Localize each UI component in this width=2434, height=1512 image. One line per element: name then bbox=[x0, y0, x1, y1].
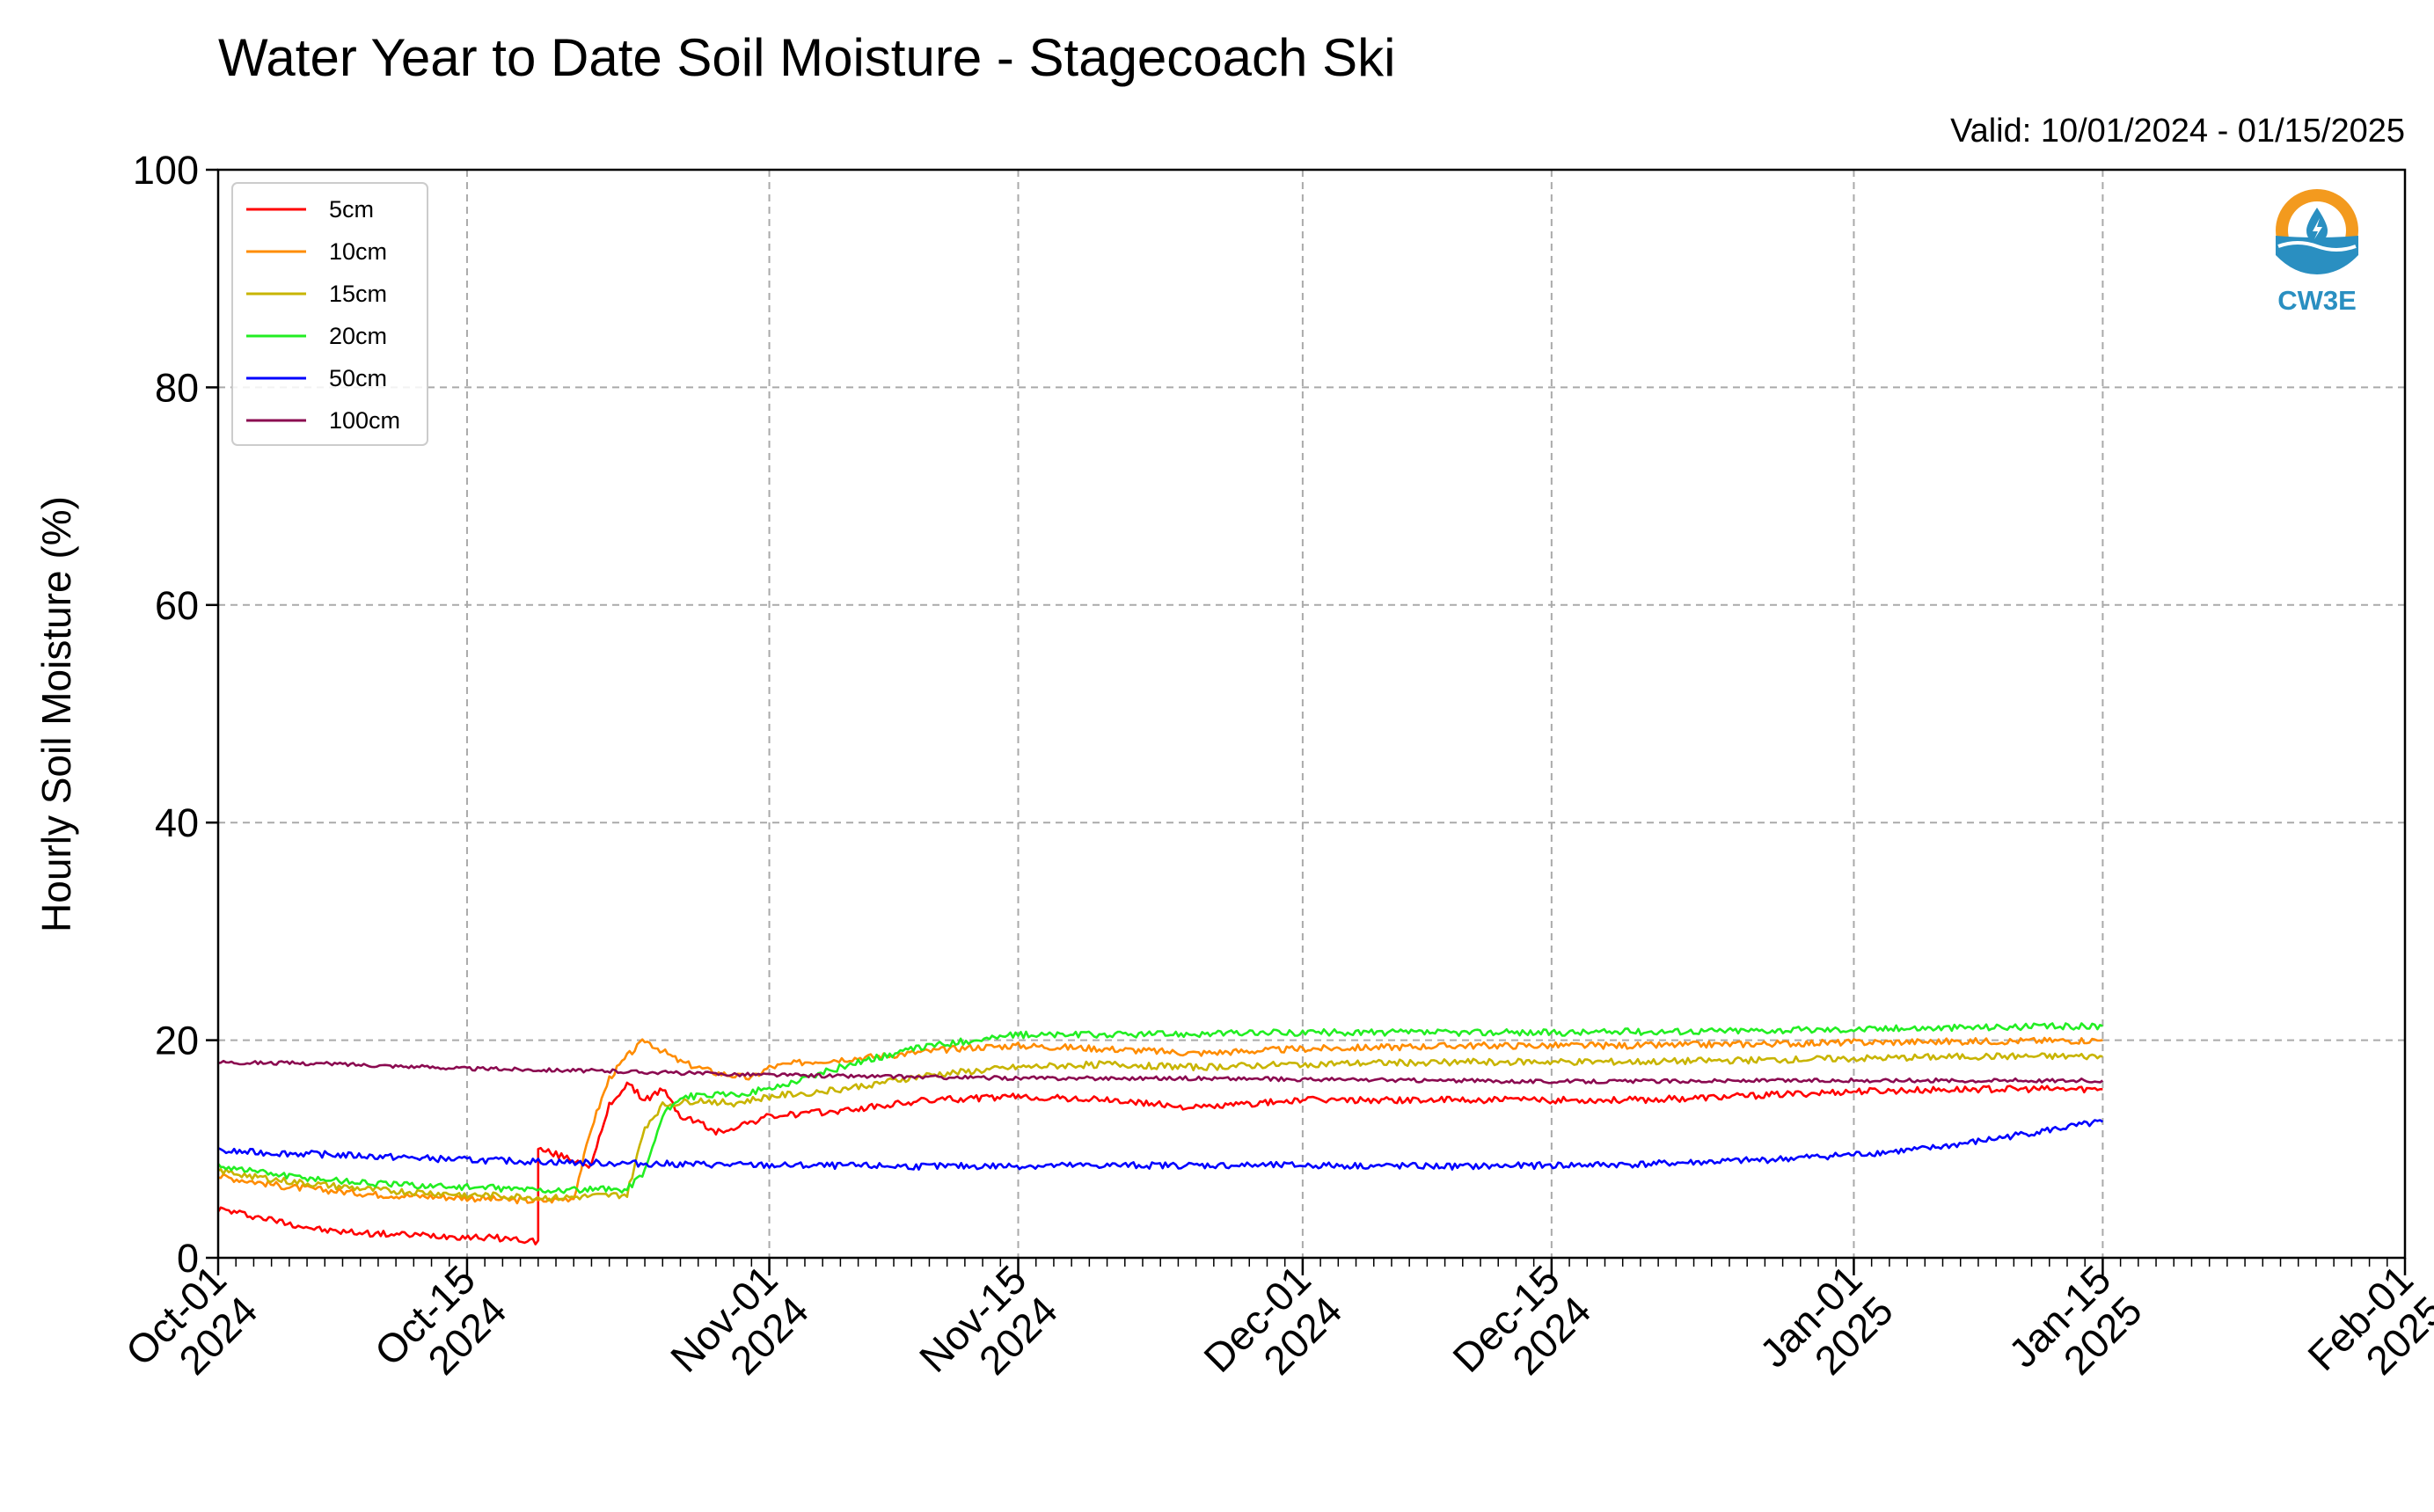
logo-bolt-icon bbox=[2313, 218, 2322, 239]
logo-wave-icon bbox=[2277, 241, 2357, 252]
y-tick-label: 80 bbox=[155, 365, 199, 410]
chart-subtitle: Valid: 10/01/2024 - 01/15/2025 bbox=[1950, 113, 2405, 150]
plot-frame bbox=[216, 168, 2407, 1260]
series-line-5cm bbox=[216, 1081, 2103, 1245]
legend-label: 20cm bbox=[329, 323, 387, 349]
logo-text: CW3E bbox=[2277, 285, 2357, 316]
y-tick-label: 60 bbox=[155, 583, 199, 628]
chart-title: Water Year to Date Soil Moisture - Stage… bbox=[218, 28, 1395, 87]
grid-lines bbox=[218, 170, 2405, 1258]
series-line-50cm bbox=[217, 1119, 2104, 1171]
legend-label: 100cm bbox=[329, 407, 400, 434]
y-axis: 0 20 40 60 80 100 bbox=[133, 148, 218, 1281]
legend-label: 5cm bbox=[329, 196, 374, 223]
legend: 5cm 10cm 15cm 20cm 50cm 100cm bbox=[231, 182, 428, 446]
legend-label: 50cm bbox=[329, 365, 387, 391]
y-axis-label: Hourly Soil Moisture (%) bbox=[33, 496, 79, 932]
y-tick-label: 40 bbox=[155, 800, 199, 845]
y-tick-label: 0 bbox=[177, 1236, 199, 1281]
series-line-20cm bbox=[216, 1022, 2103, 1194]
legend-label: 10cm bbox=[329, 238, 387, 265]
cw3e-logo: CW3E bbox=[2276, 189, 2358, 316]
y-tick-label: 100 bbox=[133, 148, 199, 193]
logo-water-icon bbox=[2276, 236, 2358, 274]
series-line-100cm bbox=[217, 1059, 2104, 1085]
legend-label: 15cm bbox=[329, 281, 387, 307]
series-line-10cm bbox=[217, 1036, 2103, 1205]
series-layer bbox=[216, 1022, 2104, 1245]
y-tick-label: 20 bbox=[155, 1019, 199, 1063]
series-line-15cm bbox=[217, 1052, 2103, 1202]
